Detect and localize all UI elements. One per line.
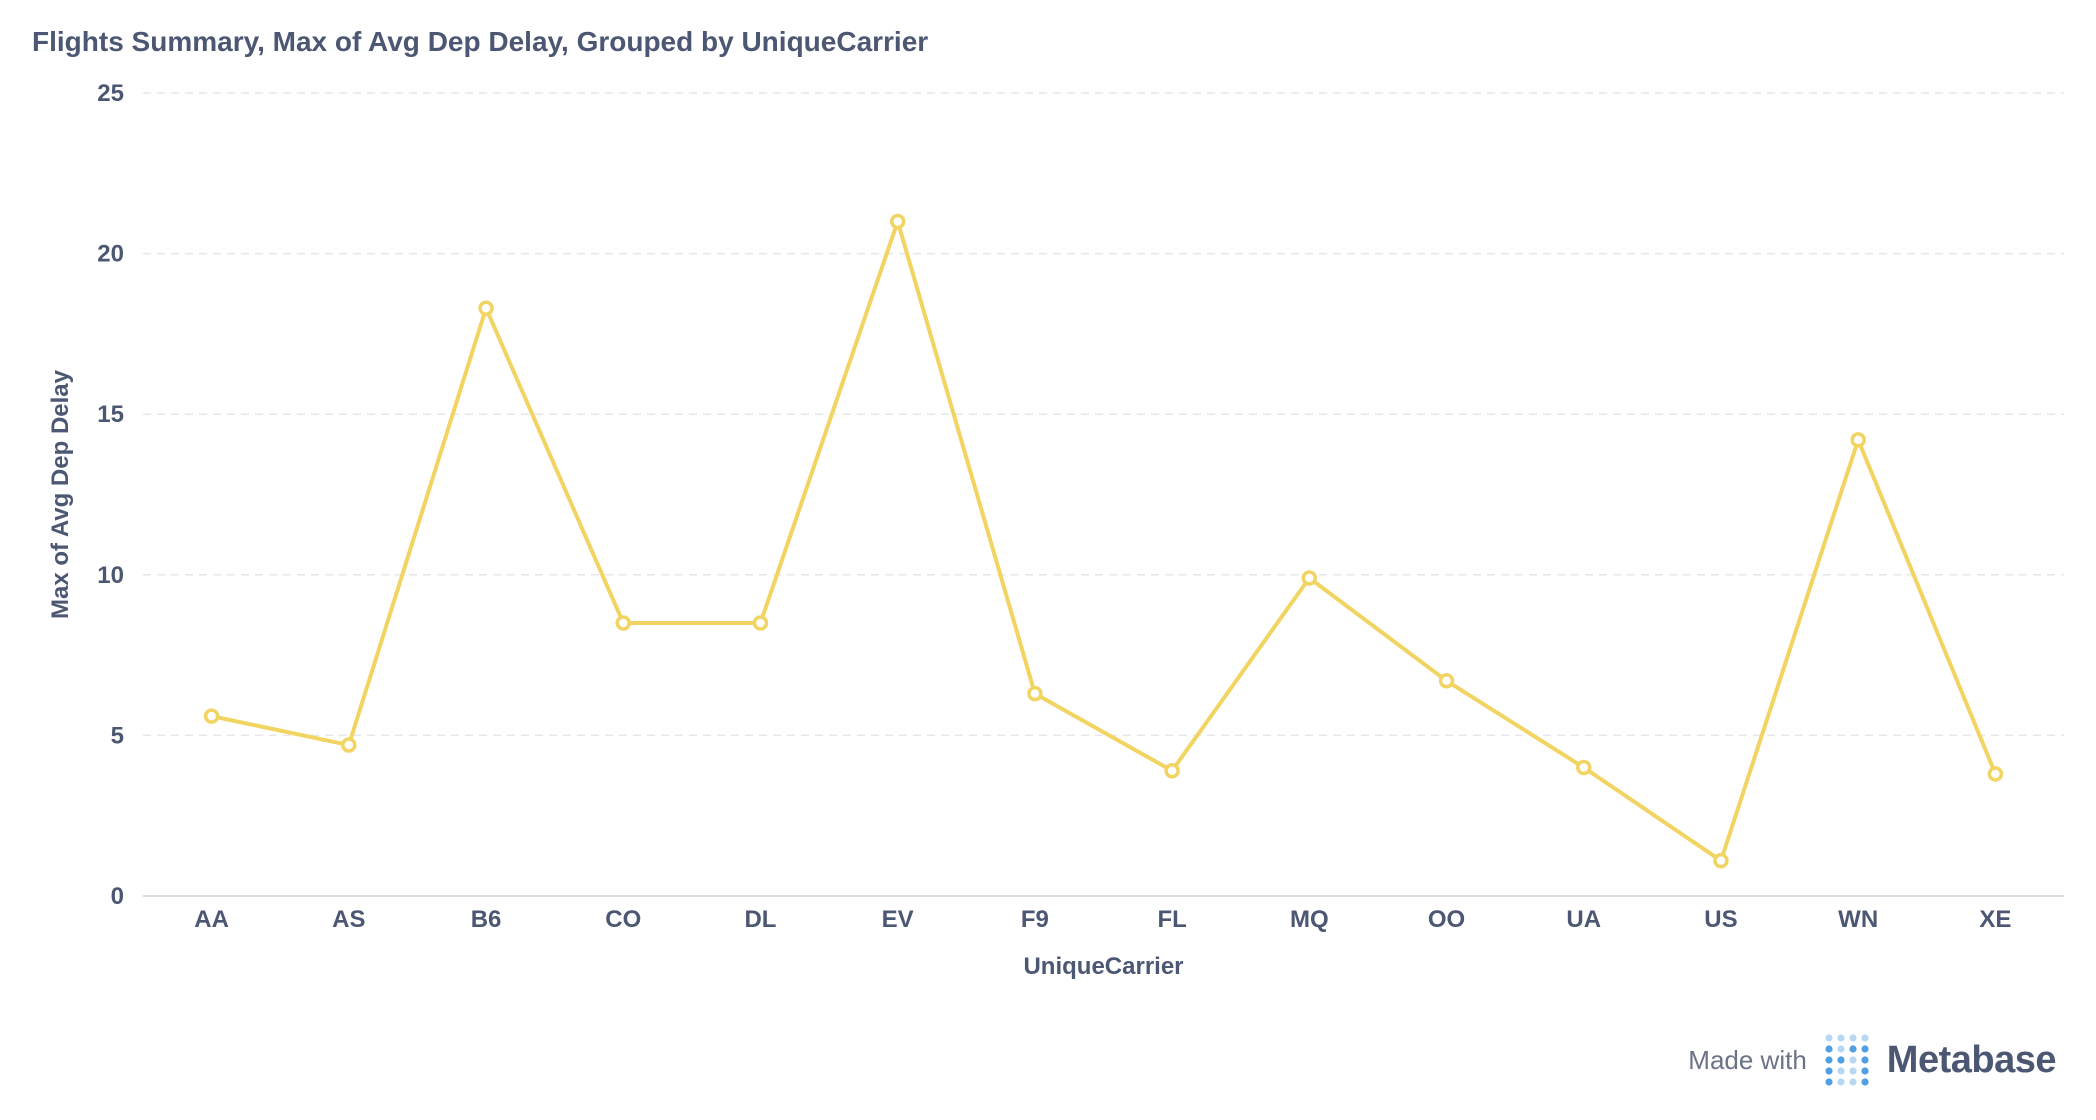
data-point[interactable] — [889, 213, 906, 230]
data-point[interactable] — [1164, 762, 1180, 779]
data-point[interactable] — [203, 708, 220, 724]
data-point[interactable] — [1301, 570, 1318, 586]
x-tick-label: B6 — [471, 906, 502, 933]
chart-title: Flights Summary, Max of Avg Dep Delay, G… — [32, 26, 929, 57]
series-line — [209, 219, 1998, 863]
data-point[interactable] — [1987, 766, 2004, 782]
brand-name: Metabase — [1886, 1038, 2057, 1081]
data-point[interactable] — [1027, 685, 1043, 702]
y-tick-label: 5 — [111, 722, 124, 749]
y-axis-ticks: 0 5 10 15 20 25 — [97, 80, 124, 910]
x-tick-label: OO — [1428, 906, 1465, 933]
x-tick-label: WN — [1838, 906, 1878, 933]
x-tick-label: CO — [605, 906, 641, 933]
made-with-metabase[interactable]: Made with Metabase — [1688, 1032, 2057, 1088]
metabase-logo-icon — [1825, 1034, 1869, 1086]
x-tick-label: F9 — [1021, 906, 1049, 933]
y-tick-label: 0 — [111, 883, 124, 910]
y-tick-label: 10 — [97, 562, 124, 589]
y-axis-title: Max of Avg Dep Delay — [47, 369, 74, 619]
made-with-label: Made with — [1688, 1044, 1807, 1075]
x-axis-ticks: AA AS B6 CO DL EV F9 FL MQ OO UA US WN XE — [194, 906, 2011, 933]
x-tick-label: US — [1704, 906, 1737, 933]
data-point[interactable] — [1438, 673, 1455, 689]
grid-lines — [143, 92, 2064, 897]
y-tick-label: 15 — [97, 401, 124, 428]
x-tick-label: MQ — [1290, 906, 1329, 933]
data-point[interactable] — [1576, 759, 1592, 776]
data-point[interactable] — [1713, 852, 1729, 869]
x-tick-label: UA — [1566, 906, 1601, 933]
data-points — [203, 213, 2004, 869]
x-tick-label: DL — [744, 906, 776, 933]
x-tick-label: XE — [1979, 906, 2011, 933]
data-point[interactable] — [615, 615, 631, 631]
y-tick-label: 20 — [97, 241, 124, 268]
y-tick-label: 25 — [97, 80, 124, 107]
x-axis-title: UniqueCarrier — [1023, 953, 1183, 980]
x-tick-label: EV — [882, 906, 914, 933]
data-point[interactable] — [478, 300, 494, 316]
data-point[interactable] — [341, 737, 357, 753]
data-point[interactable] — [752, 615, 769, 631]
x-tick-label: AS — [332, 906, 365, 933]
data-point[interactable] — [1850, 432, 1866, 448]
x-tick-label: FL — [1157, 906, 1186, 933]
x-tick-label: AA — [194, 906, 229, 933]
